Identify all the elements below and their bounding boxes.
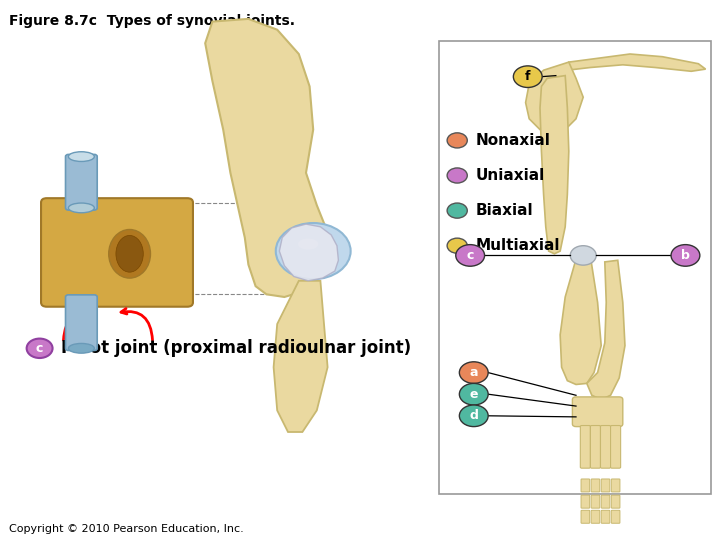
FancyBboxPatch shape xyxy=(581,510,590,523)
Polygon shape xyxy=(274,281,328,432)
FancyBboxPatch shape xyxy=(580,426,590,468)
Circle shape xyxy=(459,362,488,383)
FancyBboxPatch shape xyxy=(66,154,97,210)
Text: Figure 8.7c  Types of synovial joints.: Figure 8.7c Types of synovial joints. xyxy=(9,14,294,28)
FancyBboxPatch shape xyxy=(611,495,620,508)
Circle shape xyxy=(447,133,467,148)
FancyBboxPatch shape xyxy=(611,426,621,468)
FancyBboxPatch shape xyxy=(581,479,590,492)
FancyBboxPatch shape xyxy=(572,397,623,427)
Text: a: a xyxy=(469,366,478,379)
Polygon shape xyxy=(279,224,338,281)
Circle shape xyxy=(459,405,488,427)
Circle shape xyxy=(671,245,700,266)
Circle shape xyxy=(513,66,542,87)
Text: e: e xyxy=(469,388,478,401)
FancyBboxPatch shape xyxy=(611,510,620,523)
Text: Uniaxial: Uniaxial xyxy=(476,168,545,183)
Polygon shape xyxy=(205,19,331,297)
Ellipse shape xyxy=(68,152,94,161)
Circle shape xyxy=(447,238,467,253)
Polygon shape xyxy=(540,76,569,254)
FancyBboxPatch shape xyxy=(66,295,97,350)
Circle shape xyxy=(27,339,53,358)
FancyBboxPatch shape xyxy=(601,495,610,508)
Text: c: c xyxy=(36,342,43,355)
FancyBboxPatch shape xyxy=(591,479,600,492)
FancyBboxPatch shape xyxy=(591,510,600,523)
Polygon shape xyxy=(567,54,706,71)
FancyBboxPatch shape xyxy=(600,426,611,468)
Circle shape xyxy=(456,245,485,266)
Text: Multiaxial: Multiaxial xyxy=(476,238,560,253)
FancyBboxPatch shape xyxy=(611,479,620,492)
Text: c: c xyxy=(467,249,474,262)
Ellipse shape xyxy=(68,343,94,353)
FancyBboxPatch shape xyxy=(41,198,193,307)
Ellipse shape xyxy=(68,203,94,213)
Polygon shape xyxy=(587,260,625,400)
Circle shape xyxy=(447,203,467,218)
Text: Copyright © 2010 Pearson Education, Inc.: Copyright © 2010 Pearson Education, Inc. xyxy=(9,523,243,534)
Ellipse shape xyxy=(116,235,143,272)
Text: d: d xyxy=(469,409,478,422)
Circle shape xyxy=(276,223,351,279)
FancyBboxPatch shape xyxy=(590,426,600,468)
Circle shape xyxy=(570,246,596,265)
Circle shape xyxy=(459,383,488,405)
Circle shape xyxy=(447,168,467,183)
Text: Biaxial: Biaxial xyxy=(476,203,534,218)
Ellipse shape xyxy=(109,230,150,278)
FancyBboxPatch shape xyxy=(601,510,610,523)
Polygon shape xyxy=(560,256,601,384)
Text: Nonaxial: Nonaxial xyxy=(476,133,551,148)
Text: f: f xyxy=(525,70,531,83)
FancyBboxPatch shape xyxy=(601,479,610,492)
Text: Pivot joint (proximal radioulnar joint): Pivot joint (proximal radioulnar joint) xyxy=(61,339,411,357)
FancyBboxPatch shape xyxy=(439,40,711,494)
Ellipse shape xyxy=(298,239,318,249)
Polygon shape xyxy=(526,62,583,132)
FancyBboxPatch shape xyxy=(581,495,590,508)
Text: b: b xyxy=(681,249,690,262)
FancyBboxPatch shape xyxy=(591,495,600,508)
